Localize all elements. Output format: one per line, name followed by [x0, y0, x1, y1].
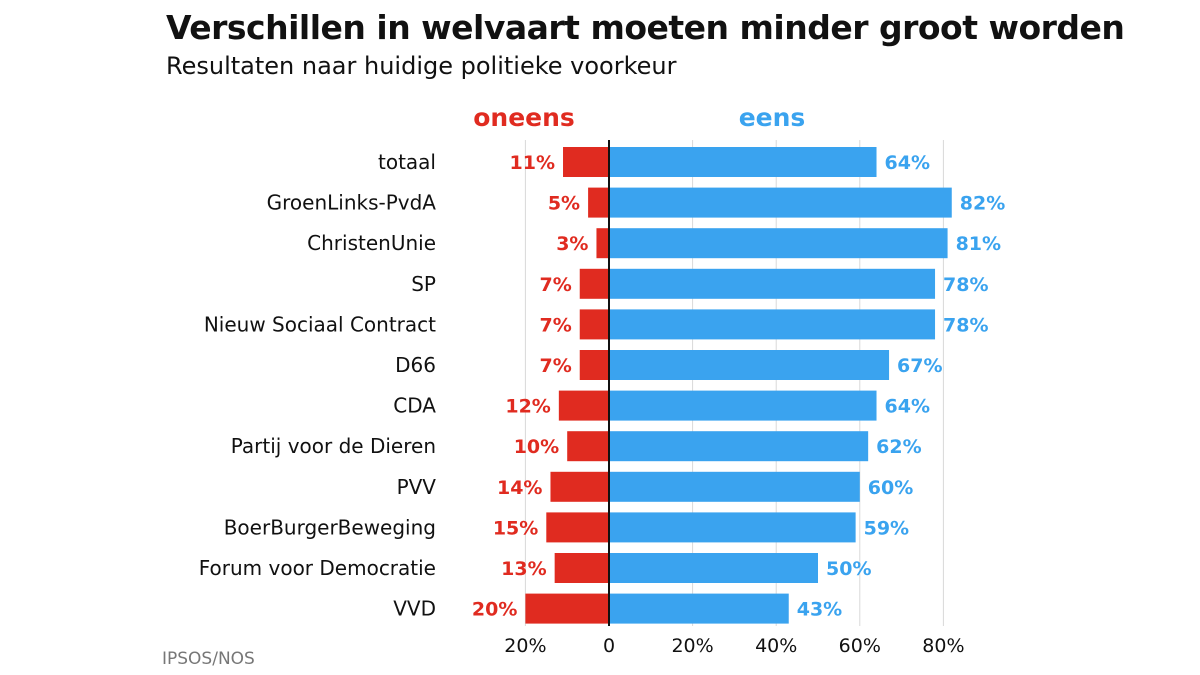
bar-oneens	[558, 390, 609, 421]
x-tick-label: 80%	[922, 635, 964, 657]
value-label-oneens: 20%	[472, 599, 517, 621]
x-tick-label: 40%	[755, 635, 797, 657]
labels: 20% 0 20% 40% 60% 80% oneens eens totaal 11% 64% Gr…	[199, 103, 1006, 657]
value-label-eens: 67%	[897, 355, 942, 377]
category-label: Nieuw Sociaal Contract	[204, 312, 436, 336]
bar-oneens	[579, 309, 609, 340]
chart-subtitle: Resultaten naar huidige politieke voorke…	[166, 52, 677, 80]
category-label: Forum voor Democratie	[199, 556, 436, 580]
value-label-eens: 82%	[960, 193, 1005, 215]
bar-oneens	[525, 593, 609, 624]
bar-eens	[609, 431, 869, 462]
category-label: BoerBurgerBeweging	[224, 515, 436, 539]
bar-eens	[609, 350, 890, 380]
bar-eens	[609, 593, 789, 624]
bar-oneens	[563, 147, 609, 177]
value-label-eens: 81%	[956, 233, 1001, 255]
value-label-oneens: 12%	[505, 396, 550, 418]
chart-title: Verschillen in welvaart moeten minder gr…	[166, 8, 1125, 47]
value-label-eens: 43%	[797, 599, 842, 621]
value-label-oneens: 15%	[493, 517, 538, 539]
bar-eens	[609, 512, 856, 543]
value-label-oneens: 5%	[548, 193, 580, 215]
value-label-eens: 62%	[876, 436, 921, 458]
value-label-oneens: 7%	[539, 355, 571, 377]
bars	[525, 140, 952, 626]
value-label-eens: 64%	[885, 152, 930, 174]
value-label-eens: 64%	[885, 396, 930, 418]
bar-eens	[609, 309, 936, 340]
value-label-eens: 78%	[943, 314, 988, 336]
bar-eens	[609, 187, 952, 218]
bar-oneens	[596, 228, 609, 259]
bar-oneens	[579, 268, 609, 299]
source-credit: IPSOS/NOS	[162, 649, 255, 669]
bar-oneens	[567, 431, 609, 462]
category-label: GroenLinks-PvdA	[267, 191, 437, 215]
category-label: totaal	[378, 150, 436, 174]
value-label-oneens: 3%	[556, 233, 588, 255]
value-label-oneens: 13%	[501, 558, 546, 580]
category-label: Partij voor de Dieren	[231, 434, 436, 458]
category-label: CDA	[393, 394, 436, 418]
value-label-eens: 50%	[826, 558, 871, 580]
bar-eens	[609, 147, 877, 177]
legend-oneens: oneens	[473, 103, 575, 132]
category-label: SP	[411, 272, 436, 296]
x-tick-label: 60%	[839, 635, 881, 657]
x-tick-label: 20%	[671, 635, 713, 657]
bar-oneens	[550, 471, 609, 502]
x-tick-label: 0	[603, 635, 615, 657]
bar-eens	[609, 553, 818, 583]
category-label: ChristenUnie	[307, 231, 436, 255]
bar-eens	[609, 268, 936, 299]
bar-eens	[609, 390, 877, 421]
value-label-oneens: 10%	[514, 436, 559, 458]
bar-oneens	[546, 512, 609, 543]
value-label-oneens: 14%	[497, 477, 542, 499]
value-label-oneens: 7%	[539, 314, 571, 336]
value-label-eens: 60%	[868, 477, 913, 499]
category-label: PVV	[397, 475, 437, 499]
bar-oneens	[554, 553, 609, 583]
value-label-eens: 59%	[864, 517, 909, 539]
category-label: D66	[395, 353, 436, 377]
bar-oneens	[579, 350, 609, 380]
x-tick-label: 20%	[504, 635, 546, 657]
value-label-oneens: 7%	[539, 274, 571, 296]
bar-oneens	[588, 187, 609, 218]
bar-eens	[609, 228, 948, 259]
gridlines	[524, 140, 944, 626]
category-label: VVD	[393, 597, 436, 621]
value-label-eens: 78%	[943, 274, 988, 296]
value-label-oneens: 11%	[510, 152, 555, 174]
legend-eens: eens	[739, 103, 806, 132]
bar-eens	[609, 471, 860, 502]
